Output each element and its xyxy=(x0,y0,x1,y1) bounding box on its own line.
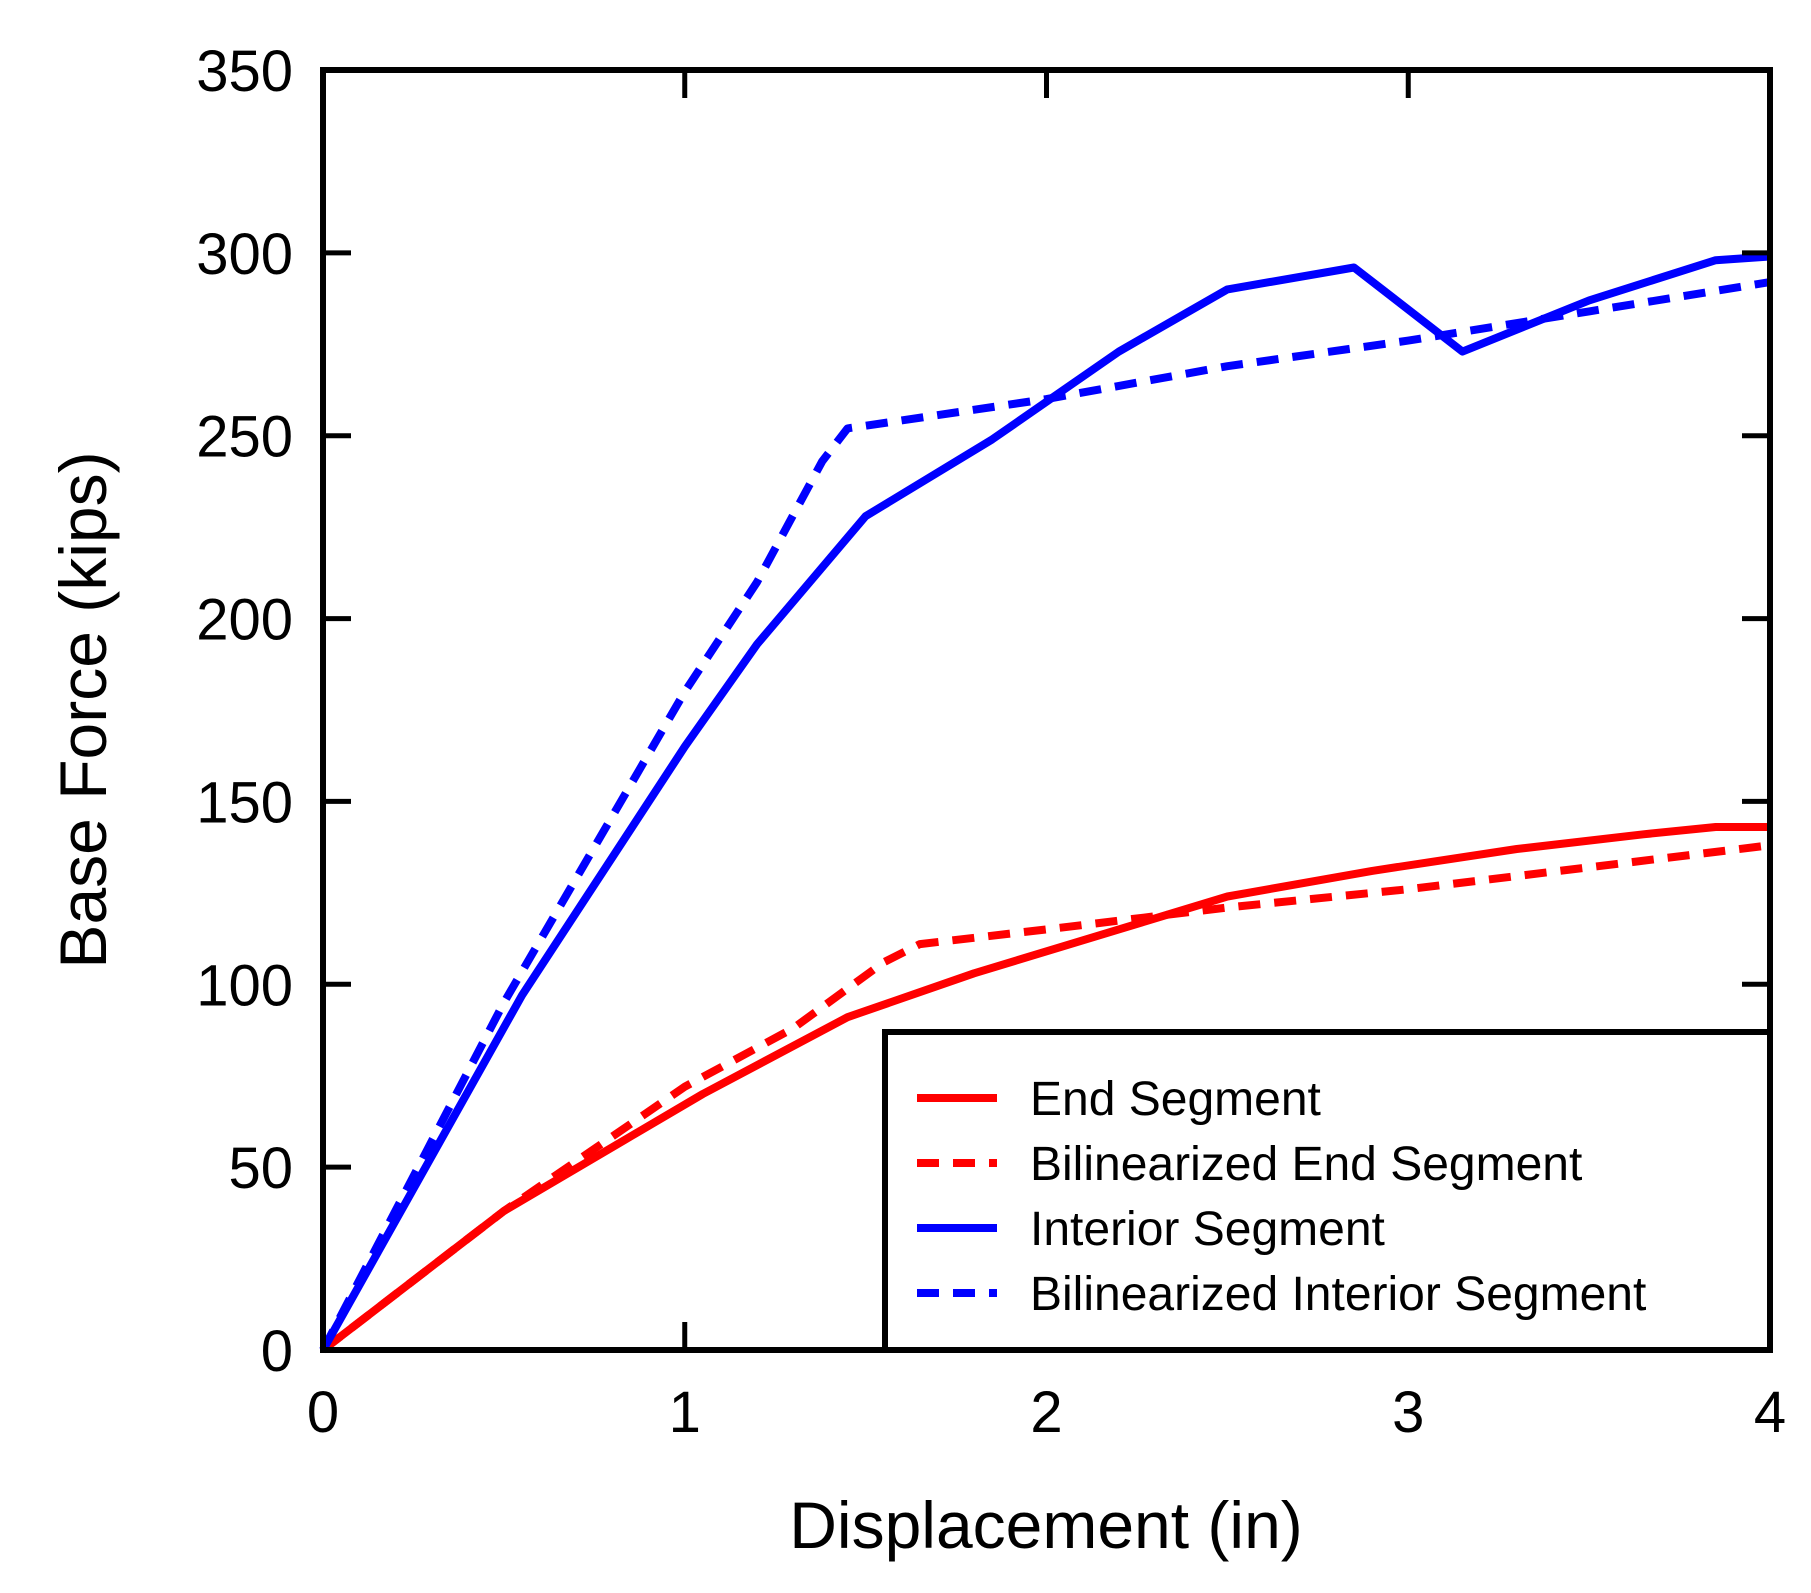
legend-label-bilinearized-interior-segment: Bilinearized Interior Segment xyxy=(1030,1268,1646,1321)
legend-label-interior-segment: Interior Segment xyxy=(1030,1203,1385,1256)
y-tick-label: 0 xyxy=(261,1319,293,1384)
x-axis-title: Displacement (in) xyxy=(789,1488,1303,1562)
x-tick-label: 3 xyxy=(1392,1380,1424,1445)
y-tick-label: 350 xyxy=(196,39,293,104)
series-line-interior-segment xyxy=(319,252,1771,1352)
series-layer xyxy=(319,252,1771,1354)
series-line-bilinearized-end-segment xyxy=(320,841,1771,1354)
legend-entries: End Segment Bilinearized End Segment Inter… xyxy=(917,1073,1646,1321)
legend-label-end-segment: End Segment xyxy=(1030,1073,1321,1126)
y-tick-label: 300 xyxy=(196,222,293,287)
x-tick-label: 4 xyxy=(1754,1380,1786,1445)
y-axis-title: Base Force (kips) xyxy=(46,451,120,968)
y-tick-label: 50 xyxy=(228,1136,293,1201)
y-tick-label: 150 xyxy=(196,770,293,835)
legend: End Segment Bilinearized End Segment Inter… xyxy=(882,1029,1773,1353)
y-tick-label: 200 xyxy=(196,588,293,653)
x-tick-label: 1 xyxy=(669,1380,701,1445)
x-tick-label: 2 xyxy=(1030,1380,1062,1445)
x-tick-label: 0 xyxy=(307,1380,339,1445)
y-tick-label: 250 xyxy=(196,405,293,470)
tick-layer: 0 1 2 3 4 0 50 100 150 200 250 300 350 xyxy=(196,39,1786,1445)
legend-box xyxy=(882,1029,1773,1353)
y-tick-label: 100 xyxy=(196,953,293,1018)
legend-label-bilinearized-end-segment: Bilinearized End Segment xyxy=(1030,1138,1582,1191)
series-line-bilinearized-interior-segment xyxy=(319,278,1771,1352)
